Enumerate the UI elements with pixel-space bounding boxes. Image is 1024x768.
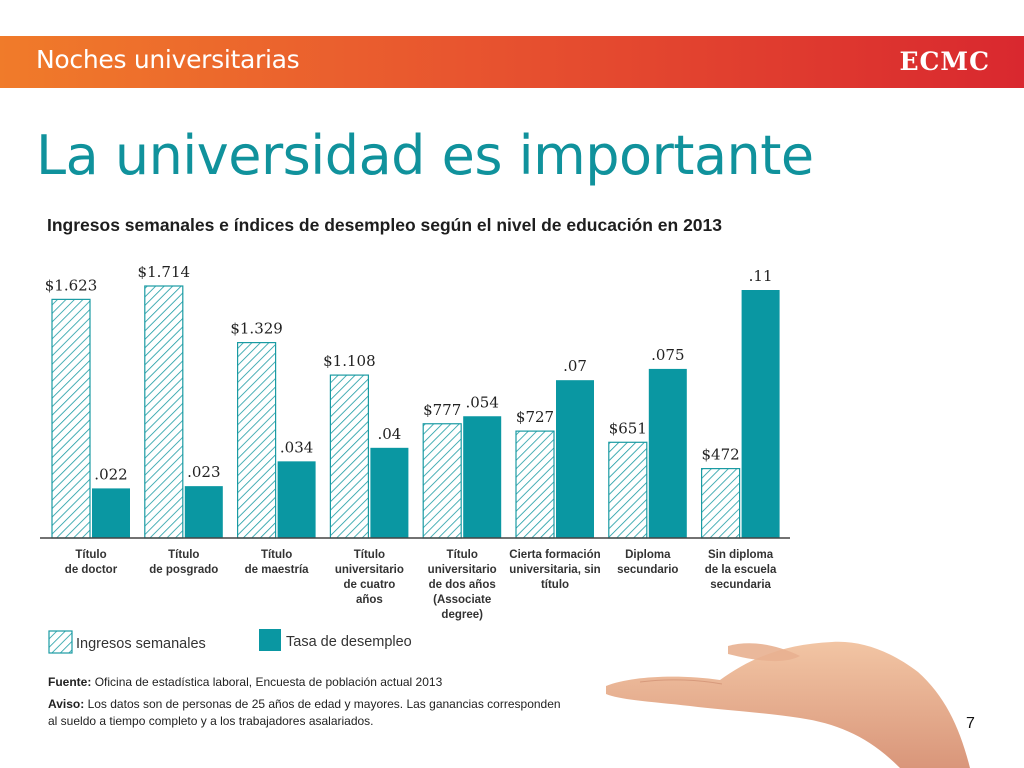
legend-swatch-solid xyxy=(259,629,281,651)
bar-unemployment xyxy=(648,368,687,538)
bar-unemployment xyxy=(92,488,130,538)
category-label: Título universitario de cuatro años xyxy=(335,549,404,606)
earnings-value-label: $1.714 xyxy=(138,263,191,281)
legend-label-earnings: Ingresos semanales xyxy=(76,636,206,652)
bar-earnings xyxy=(608,441,648,539)
category-label: Sin diploma de la escuela secundaria xyxy=(705,549,777,591)
bar-earnings xyxy=(329,374,369,539)
unemployment-value-label: .022 xyxy=(94,465,127,483)
earnings-value-label: $777 xyxy=(423,401,461,419)
bar-unemployment xyxy=(741,290,780,538)
earnings-value-label: $472 xyxy=(702,446,740,464)
unemployment-value-label: .023 xyxy=(187,463,220,481)
unemployment-value-label: .034 xyxy=(280,438,313,456)
notice-text: Los datos son de personas de 25 años de … xyxy=(87,697,561,711)
bar-earnings xyxy=(237,342,277,539)
bar-unemployment xyxy=(184,486,223,538)
legend: Ingresos semanales Tasa de desempleo xyxy=(48,629,412,654)
earnings-value-label: $1.108 xyxy=(323,352,376,370)
header-title: Noches universitarias xyxy=(36,45,300,74)
notice-note-line2: al sueldo a tiempo completo y a los trab… xyxy=(48,714,374,728)
notice-label: Aviso: xyxy=(48,697,85,711)
bar-unemployment xyxy=(370,447,409,538)
bar-earnings xyxy=(51,298,91,539)
chart-title: Ingresos semanales e índices de desemple… xyxy=(47,215,722,235)
bar-earnings xyxy=(515,430,555,539)
category-label: Diploma secundario xyxy=(617,549,678,576)
unemployment-value-label: .04 xyxy=(377,425,401,443)
hand-image xyxy=(606,641,970,768)
legend-label-unemployment: Tasa de desempleo xyxy=(286,634,412,650)
bar-earnings xyxy=(144,285,184,539)
source-text: Oficina de estadística laboral, Encuesta… xyxy=(94,675,443,689)
category-label: Título de maestría xyxy=(245,549,310,576)
notice-note: Aviso: Los datos son de personas de 25 a… xyxy=(48,696,561,713)
category-label: Título de doctor xyxy=(65,549,118,576)
unemployment-value-label: .054 xyxy=(465,393,498,411)
unemployment-value-label: .075 xyxy=(651,346,684,364)
bar-unemployment xyxy=(556,380,594,538)
category-label: Cierta formación universitaria, sin título xyxy=(509,549,600,591)
slide-title: La universidad es importante xyxy=(36,124,814,187)
source-note: Fuente: Oficina de estadística laboral, … xyxy=(48,674,442,691)
bar-unemployment xyxy=(463,416,502,538)
bar-earnings xyxy=(700,468,741,539)
earnings-value-label: $727 xyxy=(516,408,554,426)
source-label: Fuente: xyxy=(48,675,92,689)
page-number: 7 xyxy=(966,715,975,732)
bar-earnings xyxy=(422,423,462,539)
unemployment-value-label: .07 xyxy=(563,357,587,375)
earnings-value-label: $1.623 xyxy=(45,276,98,294)
earnings-value-label: $651 xyxy=(609,419,647,437)
unemployment-value-label: .11 xyxy=(749,267,773,285)
header-banner: Noches universitarias ECMC xyxy=(0,36,1024,88)
earnings-value-label: $1.329 xyxy=(230,320,283,338)
bar-unemployment xyxy=(277,461,316,538)
legend-swatch-hatched xyxy=(48,630,73,654)
ecmc-logo: ECMC xyxy=(899,47,990,76)
category-label: Título universitario de dos años (Associate… xyxy=(428,549,497,621)
category-label: Título de posgrado xyxy=(149,549,218,576)
